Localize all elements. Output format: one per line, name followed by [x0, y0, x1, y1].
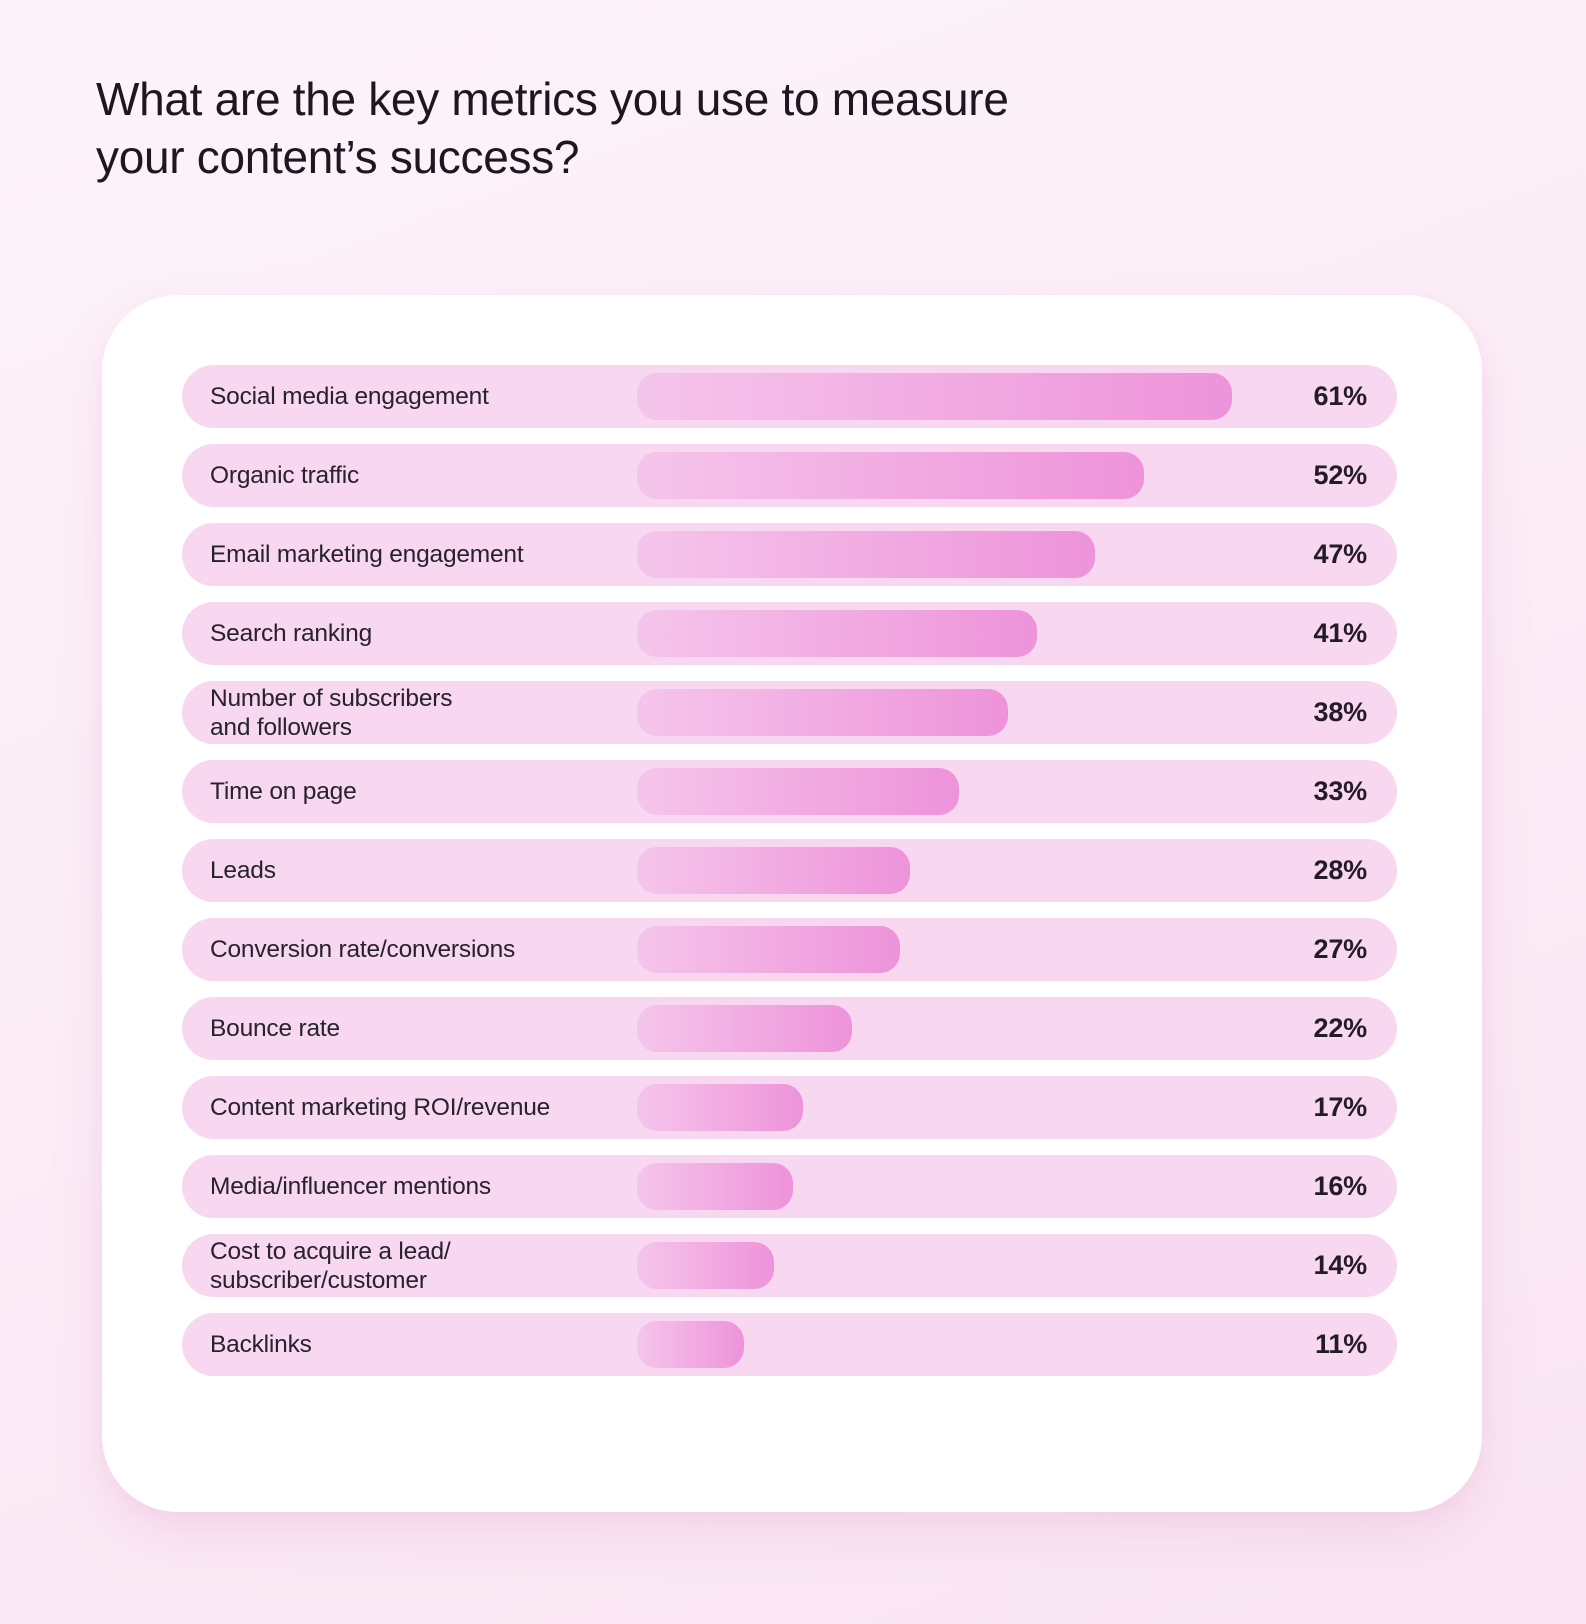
page-title: What are the key metrics you use to meas…	[96, 73, 1009, 183]
metric-bar	[637, 531, 1095, 578]
metric-label: Social media engagement	[210, 383, 489, 410]
metric-value: 17%	[1313, 1092, 1368, 1122]
metric-label: Organic traffic	[210, 462, 360, 489]
metric-label: Backlinks	[210, 1331, 312, 1358]
bar-zone	[637, 452, 1252, 499]
metric-label: Content marketing ROI/revenue	[210, 1094, 551, 1121]
metric-row: Organic traffic 52%	[182, 444, 1397, 507]
metric-value: 16%	[1313, 1171, 1368, 1201]
chart-card: Social media engagement 61% Organic traf…	[102, 295, 1482, 1512]
metric-row: Conversion rate/conversions 27%	[182, 918, 1397, 981]
metric-row: Time on page 33%	[182, 760, 1397, 823]
metric-value: 28%	[1313, 855, 1368, 885]
metric-row: Search ranking 41%	[182, 602, 1397, 665]
metric-bar	[637, 1005, 852, 1052]
metric-label: Number of subscribers and followers	[210, 684, 453, 741]
metric-value: 38%	[1313, 697, 1368, 727]
metric-label: Media/influencer mentions	[210, 1173, 491, 1200]
metric-value: 61%	[1313, 381, 1368, 411]
bar-zone	[637, 1242, 1252, 1289]
metric-bar	[637, 1163, 793, 1210]
bar-zone	[637, 1084, 1252, 1131]
metric-row: Content marketing ROI/revenue 17%	[182, 1076, 1397, 1139]
metric-row: Backlinks 11%	[182, 1313, 1397, 1376]
metric-bar	[637, 1084, 803, 1131]
metric-row: Number of subscribers and followers 38%	[182, 681, 1397, 744]
metric-bar	[637, 610, 1037, 657]
metric-label: Email marketing engagement	[210, 541, 524, 568]
metric-value: 14%	[1313, 1250, 1368, 1280]
metric-label: Cost to acquire a lead/ subscriber/custo…	[210, 1237, 451, 1294]
metric-label: Search ranking	[210, 620, 372, 647]
bar-zone	[637, 1005, 1252, 1052]
bar-zone	[637, 689, 1252, 736]
metric-row: Leads 28%	[182, 839, 1397, 902]
metric-bar	[637, 452, 1144, 499]
bar-zone	[637, 847, 1252, 894]
metric-value: 52%	[1313, 460, 1368, 490]
metric-value: 27%	[1313, 934, 1368, 964]
bar-zone	[637, 1321, 1252, 1368]
metric-row: Cost to acquire a lead/ subscriber/custo…	[182, 1234, 1397, 1297]
metric-bar	[637, 1321, 744, 1368]
metric-bar	[637, 768, 959, 815]
metrics-list: Social media engagement 61% Organic traf…	[182, 365, 1397, 1376]
metric-row: Email marketing engagement 47%	[182, 523, 1397, 586]
metric-row: Bounce rate 22%	[182, 997, 1397, 1060]
metric-bar	[637, 847, 910, 894]
bar-zone	[637, 531, 1252, 578]
metric-label: Bounce rate	[210, 1015, 340, 1042]
bar-zone	[637, 926, 1252, 973]
metric-label: Conversion rate/conversions	[210, 936, 516, 963]
metric-bar	[637, 1242, 774, 1289]
bar-zone	[637, 768, 1252, 815]
metric-value: 47%	[1313, 539, 1368, 569]
metric-label: Time on page	[210, 778, 357, 805]
bar-zone	[637, 373, 1252, 420]
bar-zone	[637, 610, 1252, 657]
metric-value: 33%	[1313, 776, 1368, 806]
metric-value: 41%	[1313, 618, 1368, 648]
metric-bar	[637, 926, 900, 973]
bar-zone	[637, 1163, 1252, 1210]
metric-value: 11%	[1315, 1329, 1367, 1359]
metric-row: Media/influencer mentions 16%	[182, 1155, 1397, 1218]
metric-bar	[637, 689, 1008, 736]
metric-label: Leads	[210, 857, 276, 884]
metric-value: 22%	[1313, 1013, 1368, 1043]
metric-bar	[637, 373, 1232, 420]
metric-row: Social media engagement 61%	[182, 365, 1397, 428]
